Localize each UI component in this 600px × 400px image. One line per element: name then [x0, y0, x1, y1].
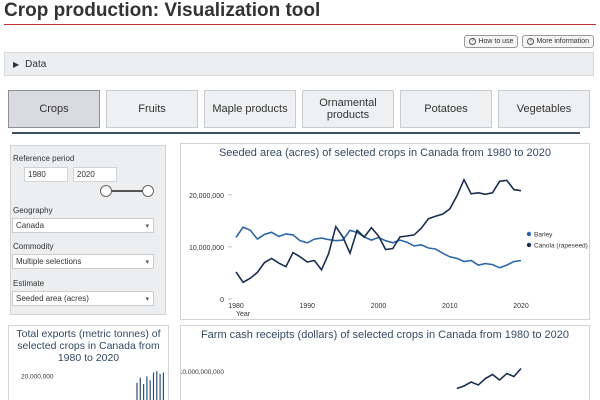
legend-marker — [526, 231, 532, 237]
series-line-barley — [235, 226, 522, 269]
data-section-toggle[interactable]: ▶ Data — [4, 52, 594, 76]
cash-receipts-chart-title: Farm cash receipts (dollars) of selected… — [200, 329, 570, 341]
y-tick-label: 20,000,000 — [189, 193, 224, 200]
x-tick-label: 1980 — [228, 303, 244, 310]
commodity-select[interactable]: Multiple selections ▾ — [12, 254, 154, 269]
x-axis-label: Year — [236, 311, 251, 318]
triangle-right-icon: ▶ — [13, 59, 20, 69]
more-information-button[interactable]: i More information — [522, 35, 594, 48]
how-to-use-button[interactable]: ? How to use — [464, 35, 519, 48]
period-slider-start-handle[interactable] — [100, 185, 112, 197]
seeded-area-chart-svg: 0 10,000,000 20,000,000 1980 1990 2000 2010 202… — [189, 177, 588, 318]
estimate-label: Estimate — [13, 279, 45, 288]
exports-chart: Total exports (metric tonnes) of selecte… — [8, 325, 169, 400]
commodity-value: Multiple selections — [16, 257, 82, 266]
tabs-divider — [12, 132, 580, 134]
estimate-value: Seeded area (acres) — [16, 294, 89, 303]
tab-potatoes[interactable]: Potatoes — [400, 90, 492, 128]
cash-receipts-chart: Farm cash receipts (dollars) of selected… — [180, 325, 590, 400]
legend-label: Barley — [534, 232, 553, 239]
help-buttons: ? How to use i More information — [464, 35, 594, 48]
chevron-down-icon: ▾ — [145, 222, 149, 230]
tab-vegetables[interactable]: Vegetables — [498, 90, 590, 128]
seeded-area-chart-title: Seeded area (acres) of selected crops in… — [218, 147, 552, 159]
y-tick-label: 20,000,000 — [21, 373, 54, 380]
info-icon: i — [527, 38, 535, 45]
legend-marker — [526, 242, 532, 248]
tab-crops[interactable]: Crops — [8, 90, 100, 128]
geography-select[interactable]: Canada ▾ — [12, 218, 154, 233]
commodity-label: Commodity — [13, 242, 54, 251]
chevron-down-icon: ▾ — [145, 258, 149, 266]
tab-fruits[interactable]: Fruits — [106, 90, 198, 128]
geography-label: Geography — [13, 206, 53, 215]
how-to-use-label: How to use — [478, 38, 514, 45]
category-tabs: Crops Fruits Maple products Ornamental p… — [8, 90, 592, 128]
exports-chart-svg: 20,000,000 — [21, 371, 164, 400]
period-slider-track[interactable] — [105, 190, 149, 192]
seeded-area-chart: Seeded area (acres) of selected crops in… — [180, 143, 590, 320]
x-tick-label: 2020 — [513, 303, 529, 310]
period-end-input[interactable]: 2020 — [73, 167, 117, 182]
page-title: Crop production: Visualization tool — [4, 0, 321, 21]
help-icon: ? — [469, 38, 477, 45]
x-tick-label: 2010 — [442, 303, 458, 310]
reference-period-label: Reference period — [13, 154, 75, 163]
y-tick-label: 10,000,000 — [189, 245, 224, 252]
y-tick-label: 10,000,000,000 — [181, 369, 224, 376]
tab-maple-products[interactable]: Maple products — [204, 90, 296, 128]
tab-ornamental-products[interactable]: Ornamental products — [302, 90, 394, 128]
cash-receipts-chart-svg: 10,000,000,000 — [181, 367, 522, 390]
period-start-input[interactable]: 1980 — [24, 167, 68, 182]
data-section-label: Data — [25, 58, 47, 70]
chevron-down-icon: ▾ — [145, 295, 149, 303]
exports-chart-title: Total exports (metric tonnes) of selecte… — [16, 328, 161, 364]
y-tick-label: 0 — [220, 297, 224, 304]
series-line — [456, 367, 522, 390]
x-tick-label: 2000 — [371, 303, 387, 310]
estimate-select[interactable]: Seeded area (acres) ▾ — [12, 291, 154, 306]
geography-value: Canada — [16, 221, 45, 230]
legend-label: Canola (rapeseed) — [534, 243, 588, 250]
period-slider-end-handle[interactable] — [142, 185, 154, 197]
title-divider — [4, 24, 596, 25]
x-tick-label: 1990 — [299, 303, 315, 310]
series-line-canola — [235, 177, 522, 284]
more-information-label: More information — [536, 38, 589, 45]
